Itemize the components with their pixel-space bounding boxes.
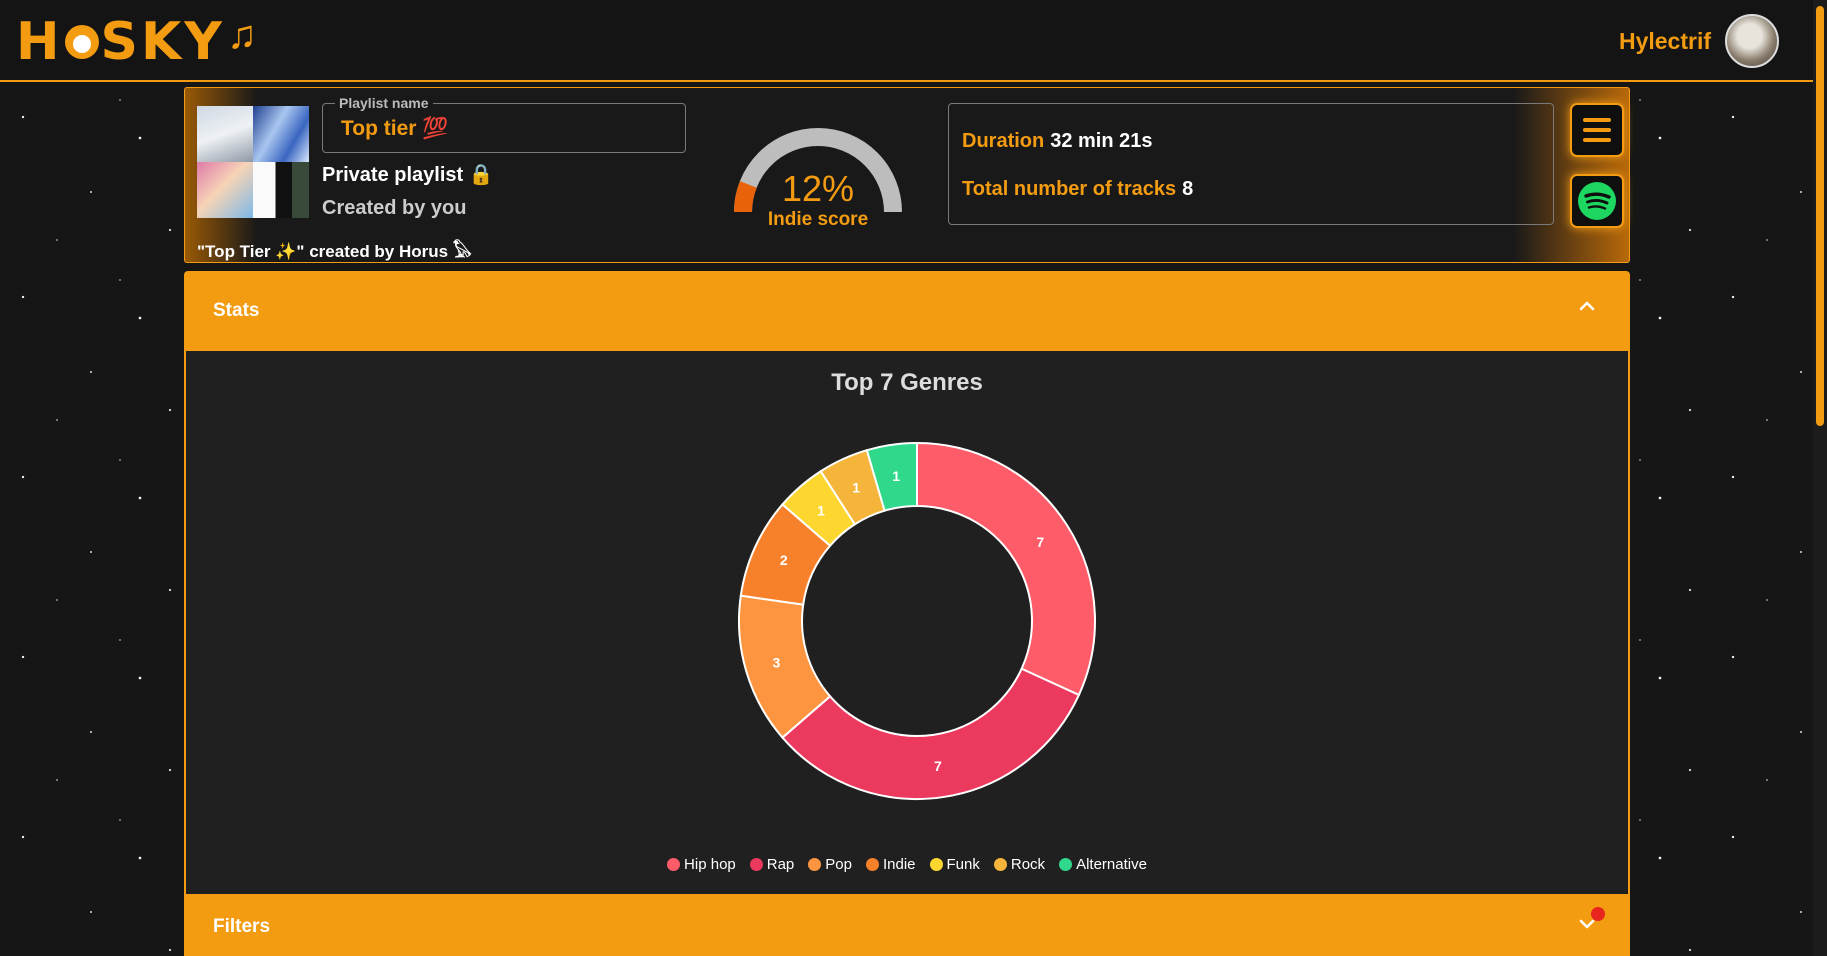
tracks-row: Total number of tracks 8 (962, 178, 1193, 201)
stats-accordion-header[interactable]: Stats (184, 271, 1630, 351)
cover-image (197, 162, 253, 218)
playlist-description: "Top Tier ✨" created by Horus 𓅃 (197, 242, 472, 261)
legend-item-alternative[interactable]: Alternative (1059, 856, 1147, 873)
duration-label: Duration (962, 130, 1045, 152)
legend-label: Indie (882, 856, 916, 873)
playlist-name-label: Playlist name (335, 95, 433, 111)
filters-accordion-header[interactable]: Filters (184, 894, 1630, 956)
scrollbar-thumb[interactable] (1816, 6, 1824, 426)
donut-data-label: 1 (852, 480, 860, 496)
donut-slice-alternative[interactable] (865, 441, 918, 512)
chevron-up-icon[interactable] (1578, 297, 1596, 315)
legend-item-rock[interactable]: Rock (993, 856, 1046, 873)
donut-data-label: 3 (773, 654, 781, 670)
legend-swatch (808, 858, 822, 871)
legend-swatch (1059, 858, 1073, 871)
legend-item-hip-hop[interactable]: Hip hop (667, 856, 736, 873)
playlist-info-box: Duration 32 min 21s Total number of track… (948, 103, 1554, 225)
filters-title: Filters (213, 916, 271, 937)
legend-label: Pop (825, 856, 852, 873)
donut-slice-hip-hop[interactable] (916, 441, 1096, 697)
top-bar: H SKY ♫ Hylectrif (0, 0, 1813, 82)
cover-image (253, 162, 309, 218)
legend-label: Rap (766, 856, 795, 873)
playlist-name-field[interactable]: Playlist name Top tier 💯 (322, 95, 686, 153)
legend-label: Funk (946, 856, 980, 873)
privacy-status: Private playlist 🔒 (322, 164, 494, 186)
spotify-button[interactable] (1570, 174, 1624, 228)
music-note-icon: ♫ (226, 12, 257, 57)
logo[interactable]: H SKY ♫ (16, 12, 257, 72)
duration-value: 32 min 21s (1050, 130, 1153, 152)
legend-swatch (929, 858, 943, 871)
donut-data-label: 7 (1036, 534, 1044, 550)
scrollbar[interactable] (1813, 0, 1827, 956)
legend-swatch (865, 858, 879, 871)
spotify-icon (1578, 182, 1616, 220)
legend-item-rap[interactable]: Rap (749, 856, 795, 873)
genres-donut-chart: 7 7 3 2 1 1 1 (738, 441, 1096, 800)
logo-text-right: SKY (100, 12, 225, 72)
duration-row: Duration 32 min 21s (962, 130, 1153, 153)
legend-item-indie[interactable]: Indie (865, 856, 916, 873)
cover-image (253, 106, 309, 162)
donut-data-label: 1 (817, 502, 825, 518)
legend-swatch (749, 858, 763, 871)
playlist-cover-mosaic (197, 106, 309, 218)
legend-item-pop[interactable]: Pop (808, 856, 852, 873)
cover-image (197, 106, 253, 162)
logo-text-left: H (16, 12, 63, 72)
user-menu[interactable]: Hylectrif (1619, 14, 1779, 68)
donut-data-label: 1 (892, 468, 900, 484)
avatar[interactable] (1725, 14, 1779, 68)
husky-face-icon (64, 25, 99, 59)
hamburger-icon[interactable] (1570, 103, 1624, 157)
indie-score-label: Indie score (767, 209, 869, 230)
chart-title: Top 7 Genres (831, 369, 983, 396)
stats-panel: Top 7 Genres 7 7 3 2 1 1 1 Hip hop Rap Pop Indie F… (184, 351, 1630, 896)
playlist-header-card: Playlist name Top tier 💯 Private playlis… (184, 87, 1630, 263)
stats-title: Stats (213, 300, 260, 321)
username: Hylectrif (1618, 27, 1711, 54)
created-by: Created by you (322, 197, 467, 219)
legend-label: Alternative (1076, 856, 1147, 873)
legend-swatch (667, 858, 681, 871)
notification-dot (1591, 907, 1605, 921)
donut-data-label: 7 (934, 758, 942, 774)
legend-item-funk[interactable]: Funk (929, 856, 980, 873)
legend-label: Rock (1010, 856, 1046, 873)
donut-data-label: 2 (780, 552, 788, 568)
tracks-label: Total number of tracks (962, 178, 1177, 200)
legend-swatch (993, 858, 1007, 871)
legend-label: Hip hop (684, 856, 736, 873)
indie-score-percent: 12% (781, 168, 855, 209)
tracks-value: 8 (1182, 178, 1194, 200)
indie-score-gauge: 12% Indie score (732, 116, 904, 230)
donut-slice-rap[interactable] (781, 667, 1081, 800)
chevron-down-icon[interactable] (1578, 915, 1596, 933)
playlist-name-value[interactable]: Top tier 💯 (341, 117, 449, 140)
gauge-arc (734, 128, 902, 213)
chart-legend: Hip hop Rap Pop Indie Funk Rock Alternative (186, 856, 1628, 873)
